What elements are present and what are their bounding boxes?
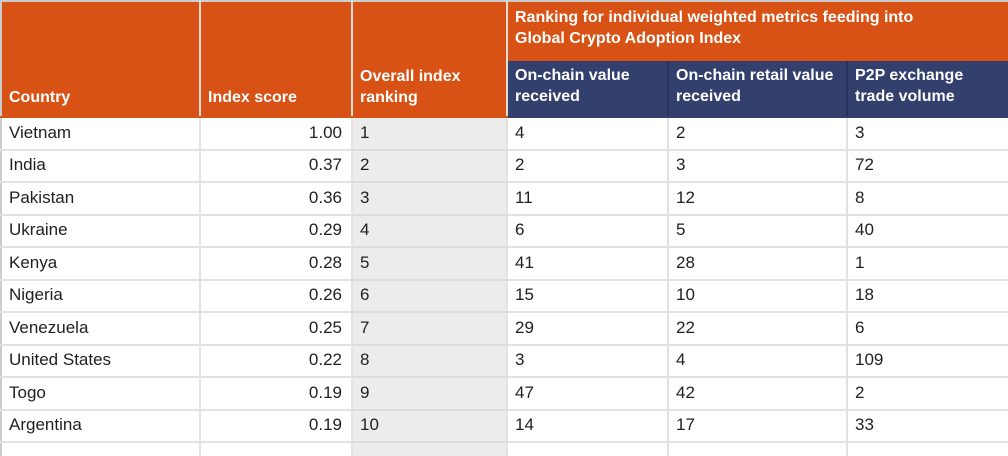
cell-country: India	[1, 149, 201, 183]
table-row: Togo 0.19 9 47 42 2	[1, 377, 1008, 411]
cell-empty	[200, 442, 353, 456]
table-row: United States 0.22 8 3 4 109	[1, 344, 1008, 378]
column-header-overall-index-ranking: Overall index ranking	[352, 1, 508, 118]
cell-on-chain-value: 15	[507, 279, 669, 313]
cell-on-chain-value: 2	[507, 149, 669, 183]
cell-index-score: 0.28	[200, 247, 353, 281]
cell-country: Pakistan	[1, 182, 201, 216]
cell-p2p-volume: 40	[847, 214, 1008, 248]
cell-on-chain-value: 6	[507, 214, 669, 248]
cell-index-score: 0.25	[200, 312, 353, 346]
cell-on-chain-value: 29	[507, 312, 669, 346]
cell-index-score: 0.22	[200, 344, 353, 378]
cell-empty	[847, 442, 1008, 456]
cell-on-chain-retail: 28	[668, 247, 848, 281]
cell-overall-ranking: 10	[352, 409, 508, 443]
cell-on-chain-retail: 5	[668, 214, 848, 248]
cell-empty	[668, 442, 848, 456]
table-row: Ukraine 0.29 4 6 5 40	[1, 214, 1008, 248]
cell-on-chain-retail: 3	[668, 149, 848, 183]
table-row: India 0.37 2 2 3 72	[1, 149, 1008, 183]
cell-on-chain-retail: 42	[668, 377, 848, 411]
column-header-p2p-exchange-trade-volume: P2P exchange trade volume	[847, 61, 1008, 118]
cell-overall-ranking: 6	[352, 279, 508, 313]
table-row: Vietnam 1.00 1 4 2 3	[1, 117, 1008, 151]
table-row: Argentina 0.19 10 14 17 33	[1, 409, 1008, 443]
cell-overall-ranking: 2	[352, 149, 508, 183]
cell-on-chain-value: 4	[507, 117, 669, 151]
cell-country: United States	[1, 344, 201, 378]
cell-country: Venezuela	[1, 312, 201, 346]
cell-overall-ranking: 3	[352, 182, 508, 216]
column-header-country: Country	[1, 1, 201, 118]
cell-overall-ranking: 1	[352, 117, 508, 151]
cell-p2p-volume: 8	[847, 182, 1008, 216]
table-row: Nigeria 0.26 6 15 10 18	[1, 279, 1008, 313]
cell-on-chain-value: 11	[507, 182, 669, 216]
cell-overall-ranking: 4	[352, 214, 508, 248]
cell-overall-ranking: 9	[352, 377, 508, 411]
cell-p2p-volume: 72	[847, 149, 1008, 183]
cell-p2p-volume: 3	[847, 117, 1008, 151]
cell-index-score: 0.26	[200, 279, 353, 313]
cell-on-chain-value: 3	[507, 344, 669, 378]
cell-country: Argentina	[1, 409, 201, 443]
cell-overall-ranking: 7	[352, 312, 508, 346]
cell-on-chain-value: 41	[507, 247, 669, 281]
cell-p2p-volume: 6	[847, 312, 1008, 346]
column-header-on-chain-retail-value-received: On-chain retail value received	[668, 61, 848, 118]
cell-on-chain-retail: 12	[668, 182, 848, 216]
cell-empty	[1, 442, 201, 456]
table-row: Venezuela 0.25 7 29 22 6	[1, 312, 1008, 346]
cell-country: Nigeria	[1, 279, 201, 313]
group-header-weighted-metrics-label: Ranking for individual weighted metrics …	[515, 9, 914, 47]
column-header-index-score: Index score	[200, 1, 353, 118]
table-body: Vietnam 1.00 1 4 2 3 India 0.37 2 2 3 72 Pakistan 0.3…	[1, 117, 1008, 456]
cell-index-score: 0.19	[200, 409, 353, 443]
cell-index-score: 1.00	[200, 117, 353, 151]
cell-country: Ukraine	[1, 214, 201, 248]
group-header-weighted-metrics: Ranking for individual weighted metrics …	[507, 1, 1008, 61]
table-row-partial	[1, 442, 1008, 456]
cell-on-chain-value: 47	[507, 377, 669, 411]
cell-p2p-volume: 18	[847, 279, 1008, 313]
cell-on-chain-retail: 22	[668, 312, 848, 346]
cell-p2p-volume: 109	[847, 344, 1008, 378]
column-header-on-chain-value-received: On-chain value received	[507, 61, 669, 118]
cell-index-score: 0.37	[200, 149, 353, 183]
cell-p2p-volume: 1	[847, 247, 1008, 281]
table-row: Kenya 0.28 5 41 28 1	[1, 247, 1008, 281]
cell-empty	[507, 442, 669, 456]
cell-overall-ranking: 5	[352, 247, 508, 281]
cell-index-score: 0.29	[200, 214, 353, 248]
cell-overall-ranking: 8	[352, 344, 508, 378]
cell-p2p-volume: 33	[847, 409, 1008, 443]
cell-on-chain-retail: 2	[668, 117, 848, 151]
cell-on-chain-retail: 10	[668, 279, 848, 313]
cell-on-chain-retail: 4	[668, 344, 848, 378]
cell-country: Kenya	[1, 247, 201, 281]
cell-country: Togo	[1, 377, 201, 411]
cell-empty	[352, 442, 508, 456]
cell-on-chain-value: 14	[507, 409, 669, 443]
cell-country: Vietnam	[1, 117, 201, 151]
cell-index-score: 0.19	[200, 377, 353, 411]
cell-on-chain-retail: 17	[668, 409, 848, 443]
table-header: Country Index score Overall index rankin…	[1, 1, 1008, 118]
table-row: Pakistan 0.36 3 11 12 8	[1, 182, 1008, 216]
cell-index-score: 0.36	[200, 182, 353, 216]
cell-p2p-volume: 2	[847, 377, 1008, 411]
